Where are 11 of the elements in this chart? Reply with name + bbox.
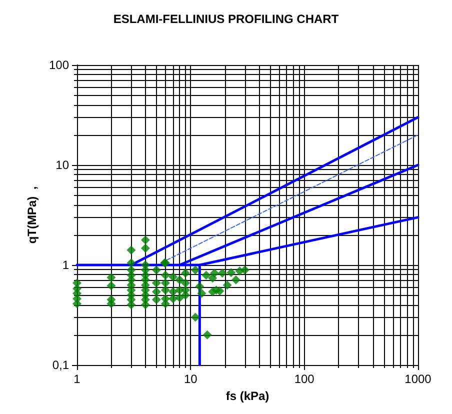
y-axis-title: qT(MPa) , bbox=[25, 186, 40, 244]
y-tick-label: 10 bbox=[56, 158, 70, 172]
x-tick-label: 10 bbox=[184, 372, 198, 386]
y-tick-label: 100 bbox=[48, 58, 70, 72]
y-tick-label: 1 bbox=[62, 258, 70, 272]
x-axis-title: fs (kPa) bbox=[226, 388, 270, 403]
y-tick-label: 0,1 bbox=[52, 358, 70, 372]
x-tick-label: 1000 bbox=[404, 372, 432, 386]
x-tick-label: 1 bbox=[74, 372, 81, 386]
x-tick-label: 100 bbox=[294, 372, 315, 386]
chart-title: ESLAMI-FELLINIUS PROFILING CHART bbox=[113, 12, 340, 26]
